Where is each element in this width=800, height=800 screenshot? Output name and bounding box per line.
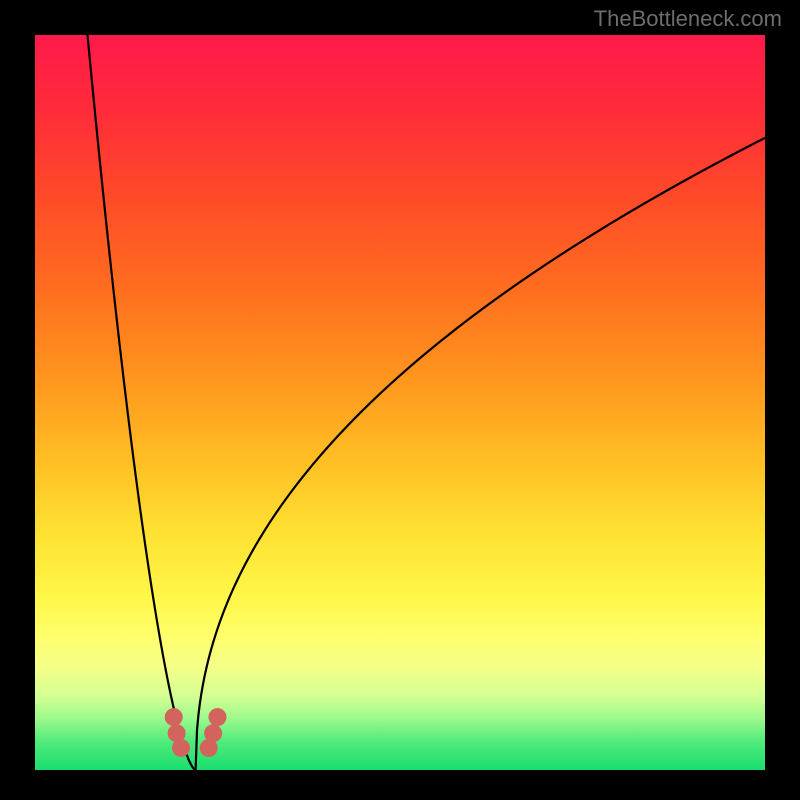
- data-point: [204, 724, 222, 742]
- bottleneck-curve: [86, 35, 765, 770]
- data-point: [165, 708, 183, 726]
- watermark-text: TheBottleneck.com: [594, 6, 782, 32]
- data-point: [209, 708, 227, 726]
- data-point: [172, 739, 190, 757]
- plot-svg: [35, 35, 765, 770]
